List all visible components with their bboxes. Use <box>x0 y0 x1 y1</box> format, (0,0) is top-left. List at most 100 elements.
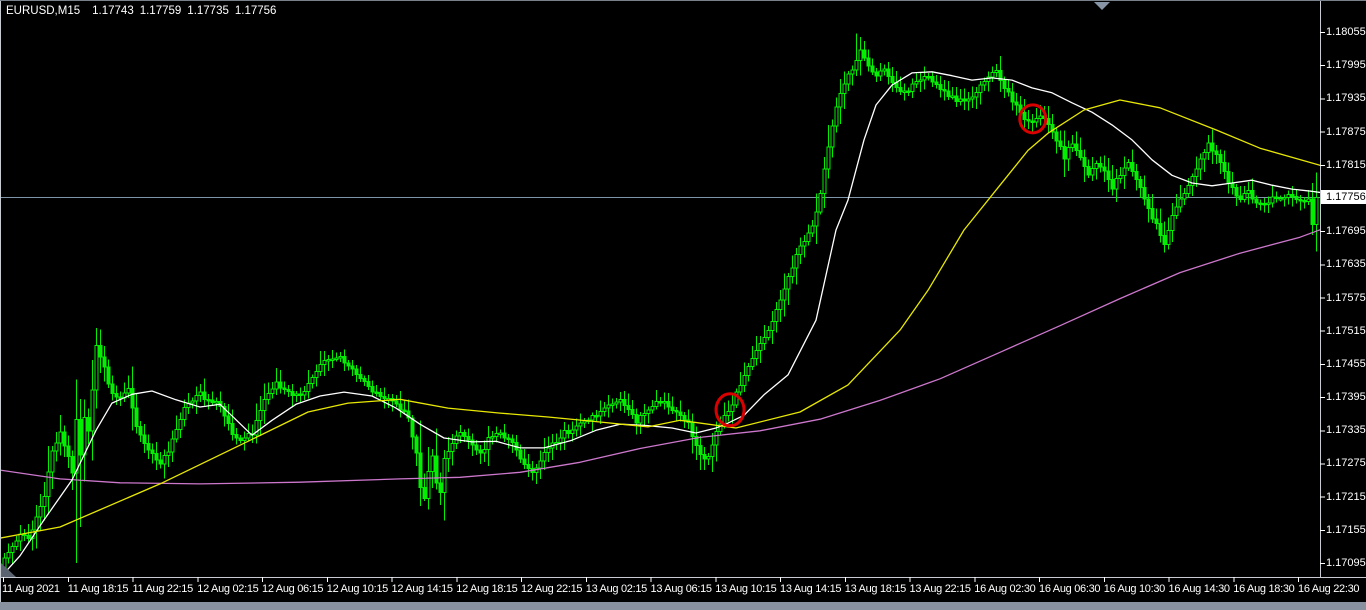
candle <box>242 437 247 441</box>
candle <box>414 436 419 454</box>
candle <box>394 400 399 405</box>
candle <box>262 399 267 412</box>
candle <box>994 70 999 73</box>
candle <box>518 449 523 460</box>
candle <box>1282 197 1287 200</box>
candle <box>1302 199 1307 203</box>
candle <box>462 431 467 437</box>
candle <box>1010 91 1015 103</box>
candle <box>754 350 759 360</box>
candle <box>958 98 963 103</box>
candle <box>1122 167 1127 176</box>
candle <box>618 399 623 403</box>
candle <box>718 423 723 433</box>
candle <box>478 449 483 454</box>
candle <box>874 71 879 77</box>
candle <box>286 389 291 392</box>
candle <box>966 98 971 102</box>
candle <box>422 487 427 499</box>
window-border-top <box>0 0 1366 1</box>
candle <box>1190 175 1195 186</box>
candle <box>322 360 327 366</box>
candle <box>1246 189 1251 195</box>
candle <box>490 435 495 439</box>
candle <box>926 76 931 79</box>
time-axis-label: 11 Aug 2021 <box>2 583 60 595</box>
candle <box>1186 184 1191 195</box>
candle <box>194 394 199 402</box>
candle <box>650 405 655 411</box>
candle <box>1270 196 1275 204</box>
candle <box>642 413 647 416</box>
time-axis-label: 12 Aug 10:15 <box>326 583 389 595</box>
candle <box>214 401 219 404</box>
candle <box>1178 198 1183 208</box>
candle <box>306 382 311 392</box>
candle <box>682 414 687 421</box>
candle <box>1054 131 1059 142</box>
candle <box>658 401 663 404</box>
candle <box>402 409 407 413</box>
price-axis-label: 1.17395 <box>1326 391 1366 404</box>
candle <box>118 396 123 399</box>
candle <box>438 482 443 493</box>
candle <box>890 75 895 83</box>
candle <box>962 98 967 102</box>
candle <box>838 92 843 108</box>
candle <box>710 444 715 458</box>
candle <box>1206 142 1211 153</box>
candle <box>982 81 987 86</box>
candle <box>334 357 339 361</box>
signal-circle-annotation[interactable] <box>1018 103 1048 135</box>
candle <box>750 358 755 367</box>
candle <box>486 436 491 450</box>
time-axis-label: 16 Aug 18:30 <box>1233 583 1295 595</box>
candle <box>446 450 451 459</box>
candle <box>182 407 187 420</box>
candle <box>170 438 175 453</box>
candle <box>610 403 615 407</box>
candle <box>706 456 711 460</box>
candle <box>326 358 331 362</box>
candle <box>634 413 639 424</box>
candle <box>102 356 107 368</box>
candle <box>298 393 303 397</box>
time-axis-label: 11 Aug 22:15 <box>132 583 194 595</box>
candle <box>146 442 151 451</box>
candle <box>638 414 643 424</box>
time-axis-label: 13 Aug 18:15 <box>844 583 907 595</box>
candles <box>2 33 1319 576</box>
price-axis-label: 1.17215 <box>1326 490 1366 503</box>
candle <box>318 364 323 372</box>
chart-shift-marker[interactable] <box>1094 2 1110 10</box>
candle <box>158 459 163 465</box>
candle <box>758 343 763 352</box>
medium-ma <box>1 99 1320 539</box>
time-axis-label: 12 Aug 14:15 <box>391 583 454 595</box>
candle <box>42 495 47 507</box>
candle <box>126 387 131 394</box>
candle <box>398 403 403 411</box>
signal-circle-annotation[interactable] <box>714 392 746 428</box>
candle <box>78 419 83 456</box>
candle <box>258 410 263 421</box>
candle <box>1154 218 1159 224</box>
candle <box>482 448 487 454</box>
candle <box>1222 162 1227 172</box>
candle <box>974 91 979 98</box>
candle <box>266 393 271 401</box>
candle <box>942 89 947 92</box>
candle <box>666 400 671 408</box>
candle <box>922 76 927 81</box>
candle <box>1166 229 1171 246</box>
candle <box>830 125 835 148</box>
candle <box>142 434 147 444</box>
candle <box>38 505 43 518</box>
price-axis-label: 1.17275 <box>1326 457 1366 470</box>
candle <box>950 95 955 99</box>
candle <box>1070 143 1075 148</box>
candle <box>1218 154 1223 164</box>
candle <box>986 76 991 83</box>
candle <box>1082 156 1087 168</box>
